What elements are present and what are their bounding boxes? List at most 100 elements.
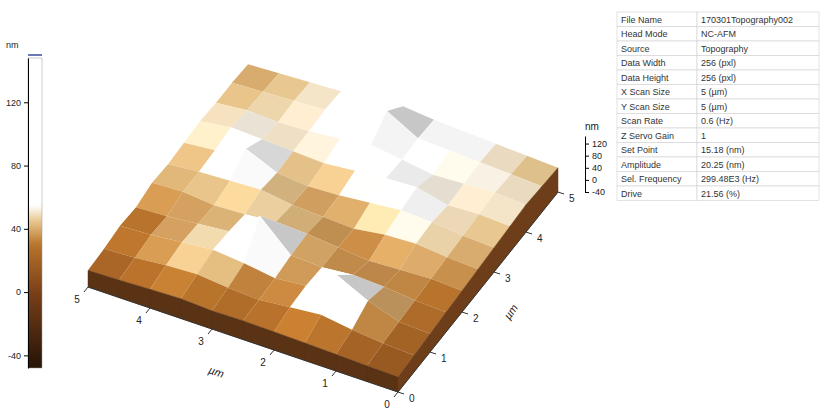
colorbar-tick: -40 [8,351,28,361]
z-tick-mark [585,144,589,145]
table-cell [697,186,819,201]
table-key: Scan Rate [621,116,663,126]
x-tick [394,392,398,397]
colorbar-tick: 80 [11,161,28,171]
z-tick: -40 [585,187,605,197]
info-table: File Name170301Topography002Head ModeNC-… [617,12,819,201]
table-cell [697,70,819,85]
table-value: NC-AFM [701,29,736,39]
table-value: Topography [701,44,749,54]
table-key: Amplitude [621,160,661,170]
colorbar-marker [28,54,42,56]
y-tick [494,272,500,274]
table-key: Set Point [621,145,658,155]
table-value: 5 (µm) [701,87,727,97]
surface-wall [305,343,336,371]
surface-wall [274,332,305,361]
colorbar [28,58,42,368]
table-cell [617,56,697,71]
surface-wall [243,321,274,350]
y-tick-label: 4 [537,233,543,244]
table-value: 15.18 (nm) [701,145,745,155]
table-key: Y Scan Size [621,102,670,112]
surface-wall [181,299,212,329]
surface-wall [542,168,558,212]
table-cell [697,157,819,172]
z-axis: -4004080120 [585,137,607,198]
figure: 012345012345µmµm-4004080120nm-4004080120… [0,0,821,410]
table-value: 1 [701,131,706,141]
colorbar-title: nm [6,40,19,50]
table-cell [617,143,697,158]
x-tick-label: 3 [198,336,204,347]
y-axis-title: µm [501,302,520,322]
colorbar-tick: 120 [6,98,28,108]
table-key: Z Servo Gain [621,131,674,141]
table-cell [697,114,819,129]
z-tick-label: 40 [592,163,602,173]
table-cell [617,157,697,172]
x-tick-label: 5 [74,294,80,305]
surface-wall [398,355,414,392]
table-key: Source [621,44,650,54]
z-tick-label: -40 [592,187,605,197]
x-tick-label: 4 [136,315,142,326]
surface-wall [462,269,478,312]
table-cell [697,27,819,42]
table-key: Data Height [621,73,669,83]
table-cell [697,41,819,56]
colorbar-axis-line [28,59,29,369]
surface-wall [336,354,367,381]
z-tick: 40 [585,163,602,173]
table-cell [617,85,697,100]
y-tick [462,312,468,314]
z-tick-mark [585,180,589,181]
table-key: Head Mode [621,29,668,39]
surface-wall [446,291,462,332]
surface-wall [414,334,430,372]
table-cell [617,186,697,201]
y-tick-label: 1 [441,353,447,364]
table-value: 256 (pxl) [701,73,736,83]
x-tick [146,308,150,313]
table-value: 20.25 (nm) [701,160,745,170]
surface-wall [212,311,243,340]
table-value: 0.6 (Hz) [701,116,733,126]
table-cell [617,172,697,187]
y-tick [430,352,436,354]
colorbar-tick-label: 0 [16,287,21,297]
x-tick-label: 0 [384,399,390,410]
y-tick [526,232,532,234]
y-tick-label: 5 [569,193,575,204]
surface-wall [119,280,150,308]
x-tick [332,371,336,376]
table-value: 5 (µm) [701,102,727,112]
surface-wall [430,312,446,352]
table-key: File Name [621,15,662,25]
y-tick [398,392,404,394]
colorbar-tick-label: -40 [8,351,21,361]
z-axis-line [585,137,586,193]
y-axis-line [398,192,558,392]
x-tick [84,287,88,292]
colorbar-tick-mark [24,292,28,293]
colorbar-tick: 0 [16,287,28,297]
z-axis-title: nm [585,121,599,132]
x-axis-line [88,287,398,392]
y-tick-label: 0 [409,393,415,404]
z-tick: 80 [585,151,602,161]
colorbar-tick-label: 120 [6,98,21,108]
table-key: Sel. Frequency [621,174,682,184]
axes: 012345012345µmµm [74,192,575,410]
colorbar-tick-mark [24,102,28,103]
colorbar-tick-label: 80 [11,161,21,171]
table-cell [617,114,697,129]
z-tick-mark [585,192,589,193]
surface-wall [478,248,494,292]
table-value: 256 (pxl) [701,58,736,68]
z-tick-label: 120 [592,139,607,149]
table-cell [697,56,819,71]
table-cell [617,128,697,143]
x-tick-label: 2 [260,357,266,368]
table-key: X Scan Size [621,87,670,97]
